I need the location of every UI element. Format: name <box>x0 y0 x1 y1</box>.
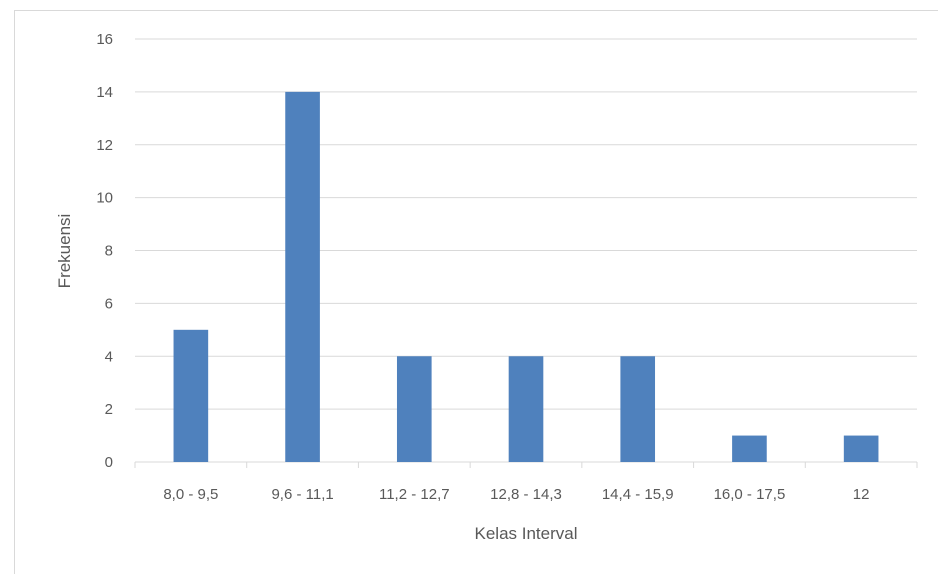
x-tick-label: 12,8 - 14,3 <box>490 486 562 503</box>
y-tick-label: 12 <box>96 137 113 154</box>
y-tick-label: 4 <box>105 348 113 365</box>
x-tick-label: 12 <box>853 486 870 503</box>
bars <box>173 91 879 462</box>
bar <box>508 356 544 462</box>
y-tick-label: 16 <box>96 31 113 48</box>
bar <box>285 91 320 462</box>
y-tick-label: 14 <box>96 84 113 101</box>
bar <box>396 356 432 462</box>
x-tick-label: 11,2 - 12,7 <box>379 486 450 503</box>
bar <box>620 356 656 462</box>
y-tick-label: 6 <box>105 295 113 312</box>
y-tick-labels: 0 2 4 6 8 10 12 14 16 <box>96 31 113 471</box>
y-tick-label: 2 <box>105 401 113 418</box>
y-axis-title: Frekuensi <box>55 214 74 289</box>
y-tick-label: 0 <box>105 454 113 471</box>
x-tick-label: 16,0 - 17,5 <box>714 486 786 503</box>
x-axis-title: Kelas Interval <box>475 524 578 543</box>
x-tick-labels: 8,0 - 9,5 9,6 - 11,1 11,2 - 12,7 12,8 - 14,… <box>163 486 869 503</box>
y-tick-label: 8 <box>105 243 113 260</box>
bar <box>173 329 209 462</box>
bar <box>732 435 767 462</box>
y-tick-label: 10 <box>96 190 113 207</box>
x-tick-label: 14,4 - 15,9 <box>602 486 674 503</box>
chart-frame <box>14 10 938 574</box>
x-tick-label: 9,6 - 11,1 <box>271 486 333 503</box>
x-tick-label: 8,0 - 9,5 <box>163 486 218 503</box>
bar <box>843 435 879 462</box>
